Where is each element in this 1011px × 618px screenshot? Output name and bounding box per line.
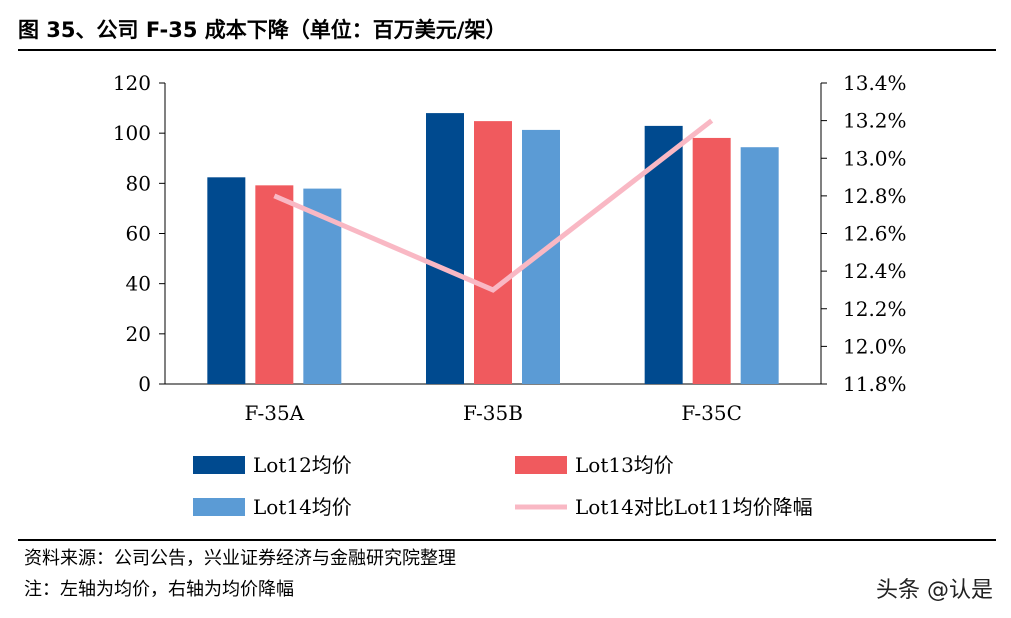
chart-line (273, 118, 714, 293)
y-right-tick-label: 13.2% (843, 109, 907, 133)
chart-bars (207, 113, 779, 385)
bar (207, 177, 246, 384)
y-left-tick-label: 60 (126, 222, 151, 246)
chart-axes: 0 20 40 60 80 100 120 11.8% 12.0% 12.2% 12.4% 12.6%… (113, 71, 907, 425)
x-tick-label: F-35A (245, 401, 305, 425)
x-tick-label: F-35C (681, 401, 742, 425)
y-left-tick-label: 120 (113, 71, 151, 95)
bar (522, 129, 560, 384)
y-left-tick-label: 0 (138, 372, 151, 396)
chart-area: 0 20 40 60 80 100 120 11.8% 12.0% 12.2% 12.4% 12.6%… (113, 71, 907, 519)
source-note: 资料来源：公司公告，兴业证券经济与金融研究院整理 (24, 548, 456, 569)
source-rule (18, 539, 996, 541)
y-right-tick-label: 12.8% (843, 184, 907, 208)
chart-title: 图 35、公司 F-35 成本下降（单位：百万美元/架） (18, 18, 507, 42)
y-right-tick-label: 13.0% (843, 146, 907, 170)
axis-note: 注：左轴为均价，右轴为均价降幅 (24, 579, 294, 600)
y-right-tick-label: 12.6% (843, 222, 907, 246)
legend-label: Lot12均价 (253, 453, 352, 477)
y-right-tick-label: 12.4% (843, 259, 907, 283)
legend-label: Lot14均价 (253, 495, 352, 519)
title-rule (18, 49, 996, 51)
y-left-tick-label: 100 (113, 121, 151, 145)
chart-legend: Lot12均价 Lot13均价 Lot14均价 Lot14对比Lot11均价降幅 (193, 453, 813, 519)
legend-label: Lot13均价 (575, 453, 674, 477)
bar (740, 147, 779, 384)
series-line (273, 118, 714, 293)
x-tick-label: F-35B (463, 401, 523, 425)
y-right-tick-label: 13.4% (843, 71, 907, 95)
bar (255, 185, 294, 384)
y-left-tick-label: 80 (126, 171, 151, 195)
y-right-tick-label: 12.0% (843, 334, 907, 358)
bar (426, 113, 464, 384)
y-left-tick-label: 20 (126, 322, 151, 346)
legend-swatch (193, 498, 245, 516)
y-right-tick-label: 12.2% (843, 297, 907, 321)
bar (692, 137, 731, 384)
bar (474, 121, 512, 385)
watermark: 头条 @认是 (876, 578, 993, 603)
bar (644, 125, 683, 384)
y-right-tick-label: 11.8% (843, 372, 907, 396)
y-left-tick-label: 40 (126, 272, 151, 296)
legend-swatch (193, 456, 245, 474)
legend-swatch (515, 456, 567, 474)
legend-label: Lot14对比Lot11均价降幅 (575, 495, 813, 519)
